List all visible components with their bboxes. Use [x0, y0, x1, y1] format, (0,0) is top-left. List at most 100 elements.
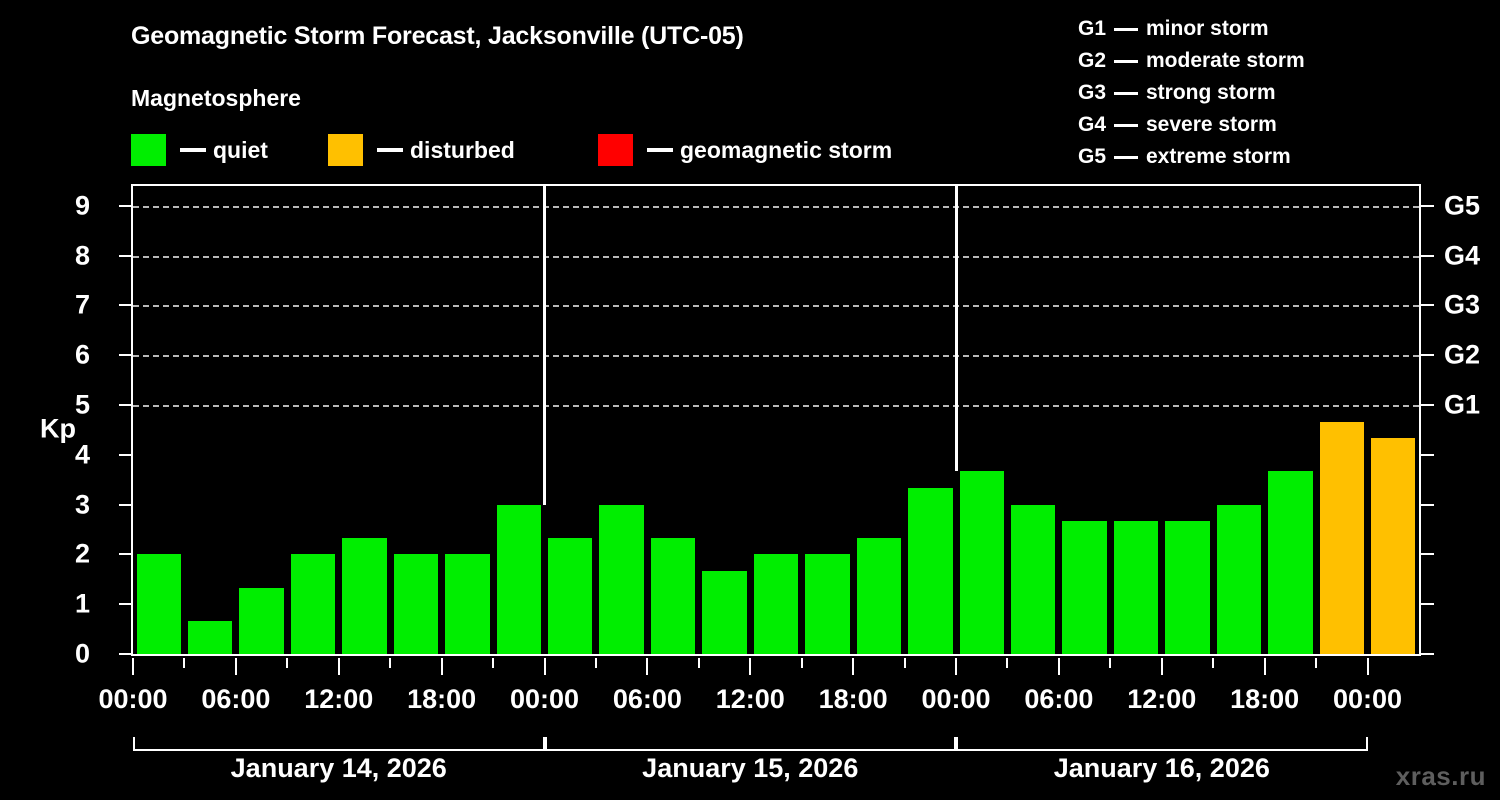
disturbed-swatch [328, 134, 363, 166]
bar-11[interactable] [650, 538, 696, 654]
bar-20[interactable] [1113, 521, 1159, 654]
bar-6[interactable] [393, 554, 439, 654]
day-bracket-3 [956, 737, 1368, 751]
legend-item-geomagnetic-storm: geomagnetic storm [598, 133, 892, 167]
y-tick-label-6: 6 [74, 339, 90, 370]
x-tick-label-0: 00:00 [98, 684, 168, 714]
day-label-2: January 15, 2026 [642, 753, 859, 783]
x-tick-mark-11 [697, 658, 700, 668]
bar-7[interactable] [445, 554, 490, 654]
bar-slot [390, 186, 441, 654]
bar-18[interactable] [1010, 504, 1056, 654]
bar-slot [442, 186, 493, 654]
bar-14[interactable] [805, 554, 850, 654]
x-tick-mark-0 [132, 658, 134, 675]
bar-25[interactable] [1371, 438, 1416, 654]
g-scale-dash-icon [1114, 59, 1138, 63]
bar-series [133, 186, 1419, 654]
x-tick-label-5: 06:00 [612, 684, 682, 714]
x-tick-mark-16 [955, 658, 958, 675]
bar-slot [956, 186, 1007, 654]
x-tick-mark-19 [1109, 658, 1112, 668]
bar-1[interactable] [136, 554, 181, 654]
x-tick-label-9: 06:00 [1024, 684, 1094, 714]
bar-slot [1368, 186, 1419, 654]
y-tick-mark-right-5 [1421, 404, 1434, 407]
g-scale-dash-icon [1114, 91, 1138, 95]
y-tick-label-3: 3 [74, 489, 90, 520]
x-tick-mark-5 [389, 658, 392, 668]
bar-2[interactable] [187, 620, 233, 654]
day-label-1: January 14, 2026 [230, 753, 447, 783]
x-tick-mark-10 [646, 658, 649, 675]
day-separator-1 [543, 186, 547, 505]
x-tick-mark-2 [234, 658, 237, 675]
bar-slot [1213, 186, 1264, 654]
bar-24[interactable] [1319, 421, 1364, 654]
g-scale-dash-icon [1114, 27, 1138, 31]
bar-slot [802, 186, 853, 654]
bar-slot [133, 186, 184, 654]
g-scale-row-g5: G5 extreme storm [1078, 141, 1305, 173]
g-scale-code: G3 [1078, 81, 1107, 104]
x-tick-mark-4 [337, 658, 340, 675]
y-tick-mark-right-1 [1421, 603, 1434, 606]
y-tick-mark-3 [119, 503, 131, 506]
chart-subtitle: Magnetosphere [131, 85, 301, 111]
x-tick-label-11: 18:00 [1230, 684, 1300, 714]
bar-slot [236, 186, 287, 654]
y-tick-mark-right-6 [1421, 354, 1434, 357]
bar-slot [287, 186, 338, 654]
bar-slot [1007, 186, 1058, 654]
legend-label: quiet [213, 136, 268, 163]
bar-22[interactable] [1216, 504, 1262, 654]
x-tick-mark-18 [1057, 658, 1060, 675]
x-tick-mark-21 [1212, 658, 1215, 668]
bar-19[interactable] [1062, 521, 1107, 654]
watermark: xras.ru [1395, 761, 1486, 791]
plot-area [131, 184, 1421, 656]
g-scale-code: G1 [1078, 17, 1107, 40]
g-scale-dash-icon [1114, 155, 1138, 159]
quiet-swatch [131, 134, 166, 166]
g-scale-row-g1: G1 minor storm [1078, 13, 1305, 45]
y-tick-mark-7 [119, 304, 131, 307]
bar-slot [853, 186, 904, 654]
x-tick-label-12: 00:00 [1333, 684, 1403, 714]
bar-12[interactable] [702, 570, 747, 654]
bar-8[interactable] [496, 504, 541, 654]
y-tick-mark-right-8 [1421, 254, 1434, 257]
gridline-kp-5 [133, 405, 1419, 408]
bar-21[interactable] [1165, 521, 1210, 654]
y-tick-mark-1 [119, 603, 131, 606]
x-tick-label-8: 00:00 [921, 684, 991, 714]
y-tick-label-8: 8 [74, 240, 90, 271]
bar-4[interactable] [290, 554, 336, 654]
day-bracket-1 [133, 737, 545, 751]
bar-23[interactable] [1268, 471, 1313, 654]
y-tick-mark-right-2 [1421, 553, 1434, 556]
storm-swatch [598, 134, 633, 166]
g-scale-dash-icon [1114, 123, 1138, 127]
x-tick-mark-3 [286, 658, 289, 668]
y-tick-mark-4 [119, 453, 131, 456]
bar-9[interactable] [548, 538, 593, 654]
legend-item-disturbed: disturbed [328, 133, 515, 167]
g-scale-row-g2: G2 moderate storm [1078, 45, 1305, 77]
bar-15[interactable] [856, 538, 902, 654]
bar-slot [750, 186, 801, 654]
bar-3[interactable] [239, 587, 284, 654]
y-tick-label-5: 5 [74, 389, 90, 420]
bar-16[interactable] [908, 488, 953, 654]
g-scale-legend: G1 minor storm G2 moderate storm G3 strong st… [1078, 13, 1305, 173]
x-tick-label-7: 18:00 [818, 684, 888, 714]
bar-17[interactable] [959, 471, 1004, 654]
x-tick-mark-14 [852, 658, 855, 675]
legend-label: disturbed [410, 136, 515, 163]
bar-10[interactable] [599, 504, 644, 654]
bar-13[interactable] [753, 554, 799, 654]
day-label-3: January 16, 2026 [1053, 753, 1270, 783]
bar-5[interactable] [342, 538, 387, 654]
g-scale-description: strong storm [1146, 81, 1276, 104]
bar-slot [1265, 186, 1316, 654]
